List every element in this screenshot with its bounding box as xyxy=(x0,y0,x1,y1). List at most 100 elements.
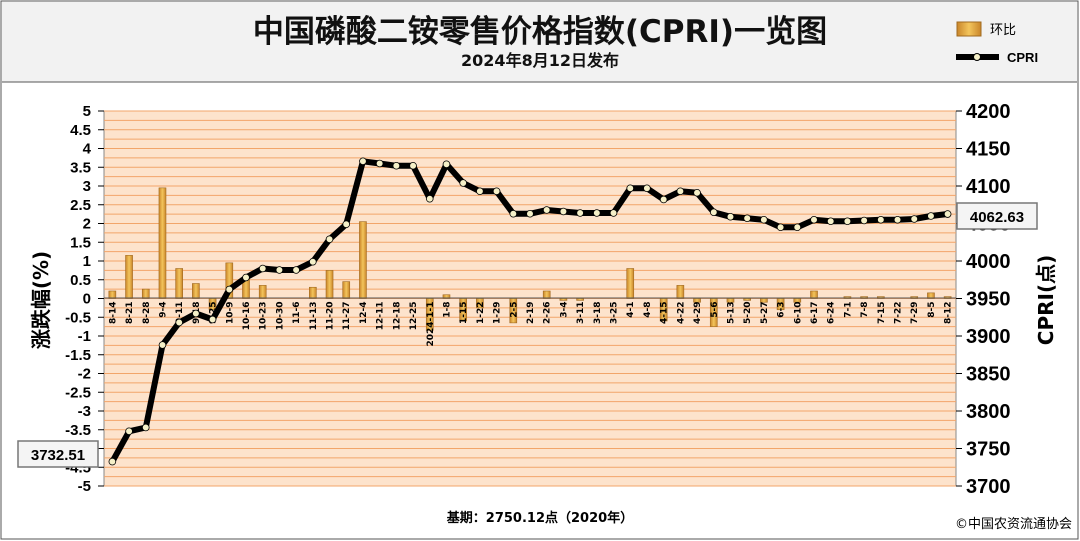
bar-4-1 xyxy=(626,268,635,299)
x-tick-2-26: 2-26 xyxy=(543,302,553,325)
right-tick-3750: 3750 xyxy=(966,439,1011,461)
left-tick-4.5: 4.5 xyxy=(70,122,91,139)
right-tick-4150: 4150 xyxy=(966,139,1011,161)
x-tick-12-4: 12-4 xyxy=(359,302,369,325)
x-tick-2-19: 2-19 xyxy=(526,302,536,325)
bar-2-26 xyxy=(542,290,551,299)
x-tick-8-21: 8-21 xyxy=(125,302,135,325)
cpri-point-9-4 xyxy=(158,341,167,349)
x-tick-8-14: 8-14 xyxy=(108,302,118,325)
left-tick--2: -2 xyxy=(78,366,91,383)
bar-10-23 xyxy=(258,285,267,299)
x-tick-10-16: 10-16 xyxy=(242,302,252,331)
right-tick-3700: 3700 xyxy=(966,476,1011,498)
left-tick-4: 4 xyxy=(83,141,92,158)
cpri-point-8-21 xyxy=(125,427,133,436)
cpri-point-7-8 xyxy=(860,216,868,225)
right-axis-ticks: 4200415041004050400039503900385038003750… xyxy=(956,101,1011,498)
bar-3-4 xyxy=(559,298,568,301)
cpri-point-4-15 xyxy=(659,195,668,204)
x-tick-5-27: 5-27 xyxy=(760,302,770,325)
left-tick--2.5: -2.5 xyxy=(65,384,91,401)
x-tick-4-8: 4-8 xyxy=(643,302,653,318)
cpri-point-7-1 xyxy=(843,217,852,226)
copyright: ©中国农资流通协会 xyxy=(955,517,1072,532)
x-tick-7-8: 7-8 xyxy=(860,302,870,318)
right-tick-3900: 3900 xyxy=(966,326,1011,348)
x-tick-12-11: 12-11 xyxy=(376,302,386,331)
cpri-point-1-22 xyxy=(476,187,484,196)
x-tick-8-5: 8-5 xyxy=(927,302,937,318)
cpri-point-6-24 xyxy=(826,217,835,226)
x-tick-7-29: 7-29 xyxy=(910,302,920,325)
left-tick--1.5: -1.5 xyxy=(65,347,91,364)
bar-11-13 xyxy=(309,286,317,299)
legend-bar-label: 环比 xyxy=(990,23,1016,38)
x-tick-5-13: 5-13 xyxy=(726,302,736,325)
cpri-point-3-4 xyxy=(559,207,568,216)
x-tick-12-18: 12-18 xyxy=(392,302,402,331)
x-tick-8-12: 8-12 xyxy=(944,302,954,325)
cpri-point-11-27 xyxy=(342,220,351,229)
x-tick-6-17: 6-17 xyxy=(810,302,820,325)
chart-title: 中国磷酸二铵零售价格指数(CPRI)一览图 xyxy=(253,14,827,50)
cpri-point-6-10 xyxy=(793,223,802,232)
left-tick--1: -1 xyxy=(78,328,91,345)
bar-3-11 xyxy=(576,298,584,301)
bar-6-17 xyxy=(810,290,818,299)
x-tick-10-30: 10-30 xyxy=(275,302,285,331)
legend-line-marker xyxy=(973,53,981,61)
cpri-point-10-9 xyxy=(225,285,234,294)
x-tick-4-15: 4-15 xyxy=(660,302,670,325)
cpri-point-12-18 xyxy=(392,161,401,170)
x-tick-2-5: 2-5 xyxy=(509,302,519,318)
x-tick-3-4: 3-4 xyxy=(559,302,569,318)
left-tick-1: 1 xyxy=(83,253,91,270)
x-tick-4-22: 4-22 xyxy=(676,302,686,325)
x-tick-8-28: 8-28 xyxy=(142,302,152,325)
x-tick-3-11: 3-11 xyxy=(576,302,586,325)
left-tick-1.5: 1.5 xyxy=(70,234,91,251)
bar-5-20 xyxy=(743,298,751,301)
cpri-point-10-30 xyxy=(275,266,284,274)
cpri-point-4-22 xyxy=(676,187,685,196)
left-axis-ticks: 5 4.5 43.5 3 2.5 21.5 1 0.5 0-0.5 -1 -1.5 -2-2.5 -3 -… xyxy=(65,103,104,495)
first-value-callout: 3732.51 xyxy=(17,440,99,468)
cpri-point-8-28 xyxy=(141,423,150,432)
bar-11-20 xyxy=(325,270,334,299)
x-tick-9-11: 9-11 xyxy=(175,302,185,325)
cpri-point-7-29 xyxy=(910,215,919,223)
right-axis-label: CPRI(点) xyxy=(1034,255,1058,345)
cpri-point-2024-1-1 xyxy=(425,194,434,203)
cpri-point-7-15 xyxy=(877,215,885,224)
cpri-point-2-26 xyxy=(542,206,551,214)
header-band xyxy=(2,2,1077,82)
bar-9-4 xyxy=(158,187,167,299)
cpri-point-8-14 xyxy=(108,457,117,466)
cpri-point-1-29 xyxy=(492,187,501,196)
x-tick-7-15: 7-15 xyxy=(877,302,887,325)
left-tick--3: -3 xyxy=(78,403,91,420)
cpri-point-4-1 xyxy=(626,184,635,193)
x-tick-12-25: 12-25 xyxy=(409,302,419,331)
cpri-point-8-5 xyxy=(927,212,935,220)
right-tick-3950: 3950 xyxy=(966,289,1011,311)
bar-12-4 xyxy=(359,221,367,299)
x-tick-2024-1-1: 2024-1-1 xyxy=(426,302,436,347)
left-tick-3: 3 xyxy=(83,178,91,195)
cpri-point-3-25 xyxy=(609,209,618,217)
left-tick-2: 2 xyxy=(83,216,91,233)
cpri-point-5-20 xyxy=(743,214,751,223)
x-tick-1-29: 1-29 xyxy=(493,302,503,325)
bar-11-27 xyxy=(342,281,351,299)
x-tick-7-22: 7-22 xyxy=(894,302,904,325)
x-tick-1-22: 1-22 xyxy=(476,302,486,325)
cpri-point-5-27 xyxy=(760,215,768,224)
x-tick-9-4: 9-4 xyxy=(158,302,168,318)
right-tick-4000: 4000 xyxy=(966,251,1011,273)
cpri-point-11-20 xyxy=(325,235,334,244)
x-tick-10-23: 10-23 xyxy=(259,302,269,331)
x-tick-labels: 8-148-218-289-49-119-189-2510-910-1610-2… xyxy=(108,302,953,347)
x-tick-5-6: 5-6 xyxy=(710,302,720,318)
